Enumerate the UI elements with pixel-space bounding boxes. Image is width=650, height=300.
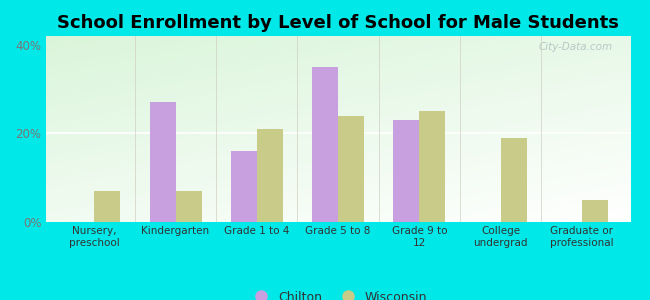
Bar — [419, 111, 445, 222]
Title: School Enrollment by Level of School for Male Students: School Enrollment by Level of School for… — [57, 14, 619, 32]
Bar — [257, 129, 283, 222]
Bar — [176, 191, 202, 222]
Bar — [338, 116, 364, 222]
Legend: Chilton, Wisconsin: Chilton, Wisconsin — [244, 286, 432, 300]
Bar — [94, 191, 120, 222]
Bar — [500, 138, 526, 222]
Bar — [393, 120, 419, 222]
Bar — [582, 200, 608, 222]
Bar — [150, 102, 176, 222]
Bar — [231, 151, 257, 222]
Bar — [312, 67, 338, 222]
Text: City-Data.com: City-Data.com — [539, 42, 613, 52]
